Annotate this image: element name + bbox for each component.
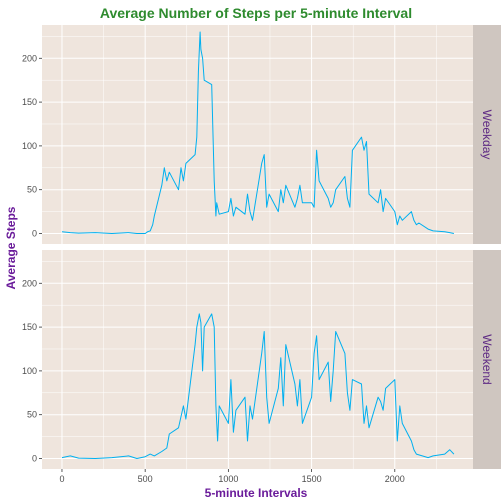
- y-tick-label: 150: [22, 97, 37, 107]
- y-axis-title: Average Steps: [4, 206, 18, 289]
- y-tick-label: 50: [27, 185, 37, 195]
- y-tick-label: 200: [22, 53, 37, 63]
- y-tick-label: 200: [22, 278, 37, 288]
- facet-panel-weekday: 0 50 100 150 200 Weekday: [22, 25, 501, 244]
- panel-background: [42, 25, 473, 244]
- facet-label: Weekend: [480, 334, 494, 384]
- y-tick-label: 100: [22, 141, 37, 151]
- y-tick-label: 0: [32, 453, 37, 463]
- x-tick-label: 0: [59, 474, 64, 484]
- panel-background: [42, 250, 473, 469]
- x-tick-label: 2000: [385, 474, 405, 484]
- facet-panel-weekend: 0 50 100 150 200 Weekend: [22, 250, 501, 469]
- y-tick-label: 150: [22, 322, 37, 332]
- y-tick-label: 100: [22, 366, 37, 376]
- chart-title: Average Number of Steps per 5-minute Int…: [100, 5, 412, 21]
- series-line-weekend: [61, 313, 455, 459]
- x-axis-title: 5-minute Intervals: [205, 486, 308, 500]
- x-axis: 0 500 1000 1500 2000: [59, 469, 405, 484]
- facet-label: Weekday: [480, 110, 494, 160]
- x-tick-label: 500: [138, 474, 153, 484]
- y-tick-label: 0: [32, 228, 37, 238]
- y-tick-label: 50: [27, 410, 37, 420]
- x-tick-label: 1500: [302, 474, 322, 484]
- x-tick-label: 1000: [218, 474, 238, 484]
- facet-strip: [473, 250, 501, 469]
- series-line-weekday: [61, 31, 455, 234]
- facet-panels: 0 50 100 150 200 Weekday 0 50 100 150 200 Weekend 0 5…: [22, 25, 501, 484]
- facet-strip: [473, 25, 501, 244]
